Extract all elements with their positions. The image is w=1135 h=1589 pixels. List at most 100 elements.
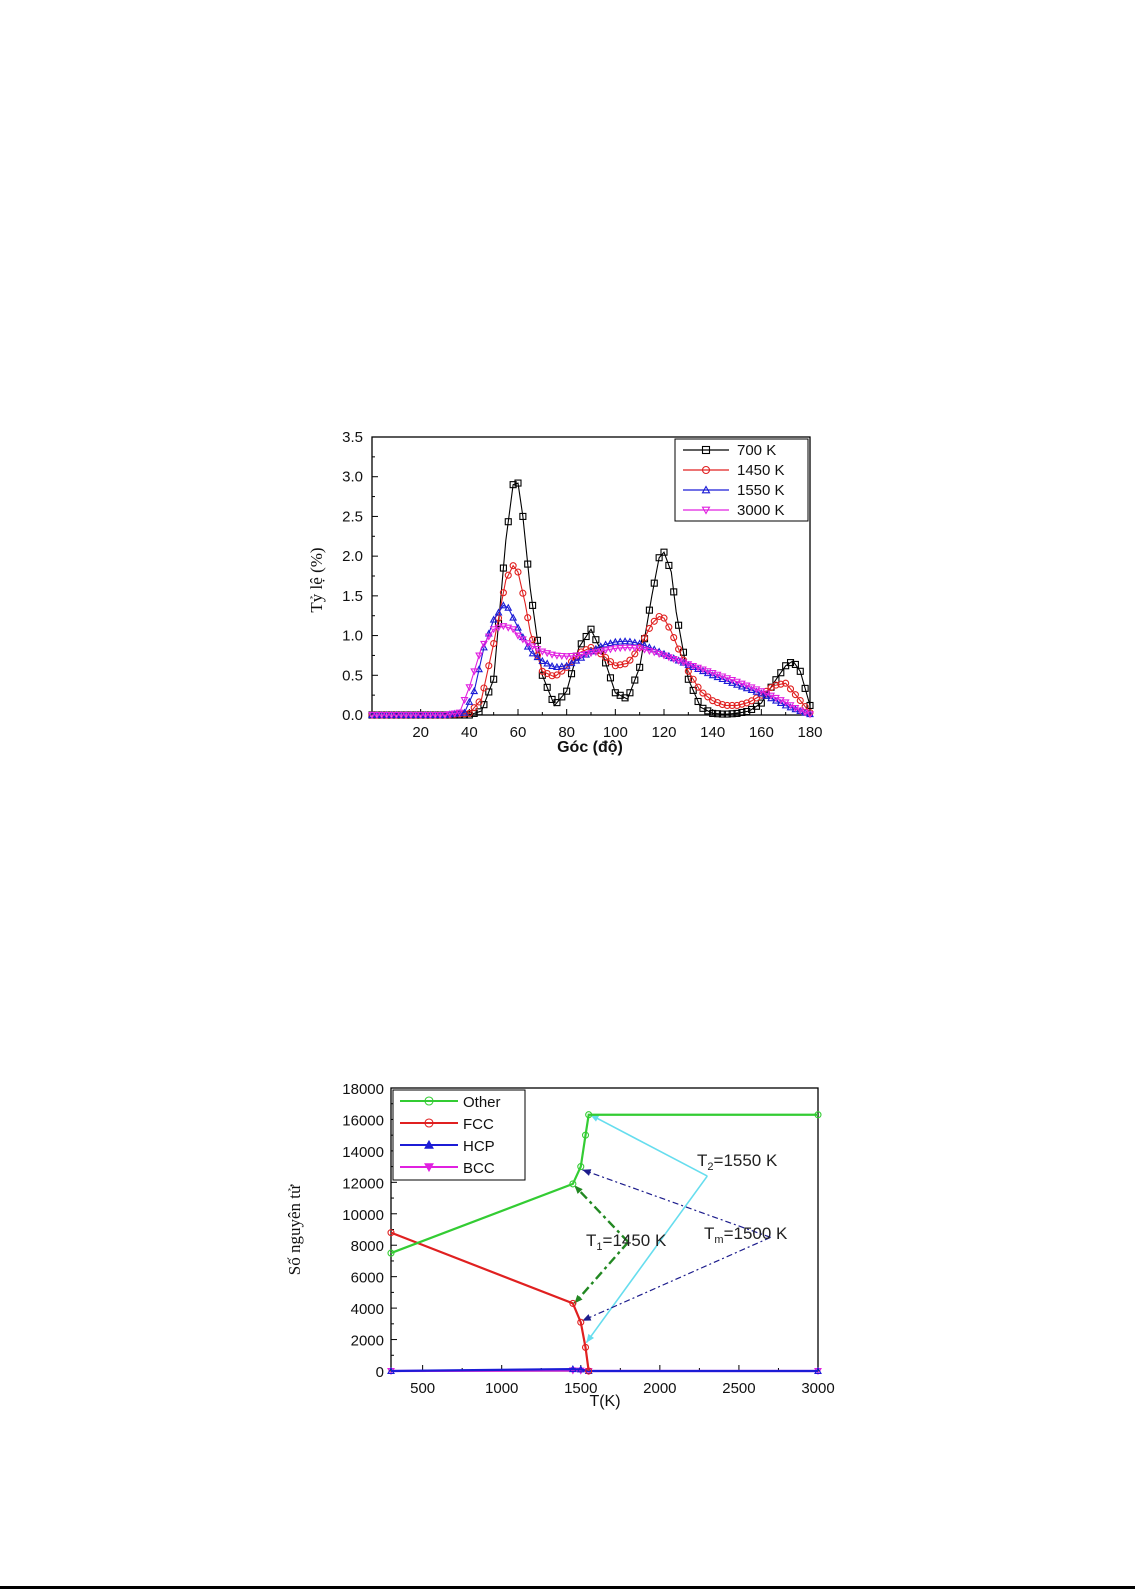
y-tick-label: 14000: [342, 1144, 384, 1161]
data-point: [791, 691, 799, 699]
legend-label-hcp: HCP: [463, 1138, 495, 1155]
data-point: [543, 650, 552, 658]
data-point: [585, 1367, 593, 1375]
data-point: [645, 624, 653, 632]
data-point: [733, 678, 741, 686]
y-tick-label: 3.5: [342, 429, 363, 446]
data-point: [475, 708, 483, 716]
y-tick-label: 1.0: [342, 628, 363, 645]
data-point: [543, 659, 552, 667]
data-point: [786, 685, 795, 693]
data-point: [640, 646, 649, 654]
data-point: [406, 712, 415, 720]
data-point: [577, 640, 585, 648]
data-point: [675, 621, 683, 629]
data-point: [698, 666, 707, 674]
annotation-tm-main: T: [704, 1224, 714, 1243]
data-point: [650, 649, 659, 657]
data-point: [387, 712, 396, 720]
data-point: [562, 653, 571, 661]
data-point: [723, 710, 731, 718]
data-point: [568, 1364, 577, 1373]
data-point: [548, 661, 557, 670]
annotation-t1-main: T: [586, 1231, 596, 1250]
data-point: [397, 712, 406, 720]
data-point: [606, 658, 615, 666]
data-point: [455, 709, 464, 717]
legend-label-700-k: 700 K: [737, 442, 776, 459]
data-point: [548, 672, 556, 680]
y-tick-label: 0: [376, 1364, 384, 1381]
series-1450-k: [368, 562, 814, 719]
data-point: [709, 709, 717, 717]
data-point: [411, 712, 420, 720]
data-point: [592, 636, 600, 644]
data-point: [372, 712, 381, 720]
data-point: [601, 640, 610, 648]
data-point: [684, 661, 693, 669]
x-tick-label: 1000: [485, 1380, 518, 1397]
data-point: [767, 692, 776, 700]
series-hcp: [387, 1364, 822, 1374]
data-point: [733, 701, 741, 710]
data-point: [645, 606, 653, 614]
data-point: [519, 512, 527, 520]
data-point: [529, 635, 537, 644]
data-point: [660, 614, 668, 622]
data-point: [777, 669, 785, 677]
data-point: [728, 676, 737, 685]
data-point: [781, 701, 790, 709]
data-point: [718, 673, 727, 681]
data-point: [606, 639, 615, 647]
data-point: [655, 612, 663, 621]
y-tick-label: 10000: [342, 1207, 384, 1224]
data-point: [669, 655, 678, 664]
data-point: [655, 554, 663, 562]
x-tick-label: 60: [510, 724, 527, 741]
data-point: [796, 667, 804, 675]
y-tick-label: 1.5: [342, 588, 363, 605]
data-point: [577, 1318, 585, 1326]
data-point: [801, 684, 809, 692]
data-point: [387, 1229, 395, 1237]
legend-marker: [424, 1118, 434, 1128]
data-point: [679, 659, 688, 667]
data-point: [587, 625, 595, 633]
series-other: [387, 1111, 822, 1257]
data-point: [635, 645, 644, 653]
y-axis-title: Số nguyên tử: [285, 1184, 304, 1275]
data-point: [616, 661, 624, 669]
data-point: [514, 632, 522, 640]
data-point: [689, 686, 697, 694]
data-point: [587, 650, 595, 658]
data-point: [631, 676, 639, 684]
annotation-tm-rest: =1500 K: [724, 1224, 788, 1243]
data-point: [460, 708, 469, 716]
legend-box: [674, 438, 809, 522]
legend-marker: [424, 1163, 434, 1173]
data-point: [625, 644, 634, 652]
data-point: [621, 660, 629, 668]
data-point: [582, 651, 591, 659]
atom-count-chart: 500 1000 1500 2000 2500 3000 0 2000 4000 6000 8000…: [285, 1081, 835, 1410]
x-tick-label: 2000: [643, 1380, 676, 1397]
data-point: [533, 636, 542, 644]
data-point: [699, 689, 707, 697]
x-tick-label: 20: [412, 724, 429, 741]
t2-arrow-top: [589, 1114, 708, 1177]
data-point: [553, 671, 561, 679]
data-point: [718, 674, 727, 683]
data-point: [465, 684, 474, 692]
data-point: [747, 684, 756, 692]
data-point: [548, 651, 557, 659]
chart-legend: 700 K 1450 K 1550 K 3000 K: [674, 438, 809, 522]
data-point: [431, 712, 440, 720]
x-tick-label: 3000: [801, 1380, 834, 1397]
data-point: [713, 671, 722, 679]
data-point: [713, 710, 722, 718]
annotation-t1-sub: 1: [596, 1241, 602, 1253]
data-point: [752, 687, 761, 695]
data-point: [543, 683, 551, 691]
data-point: [489, 626, 498, 634]
data-point: [519, 589, 527, 597]
